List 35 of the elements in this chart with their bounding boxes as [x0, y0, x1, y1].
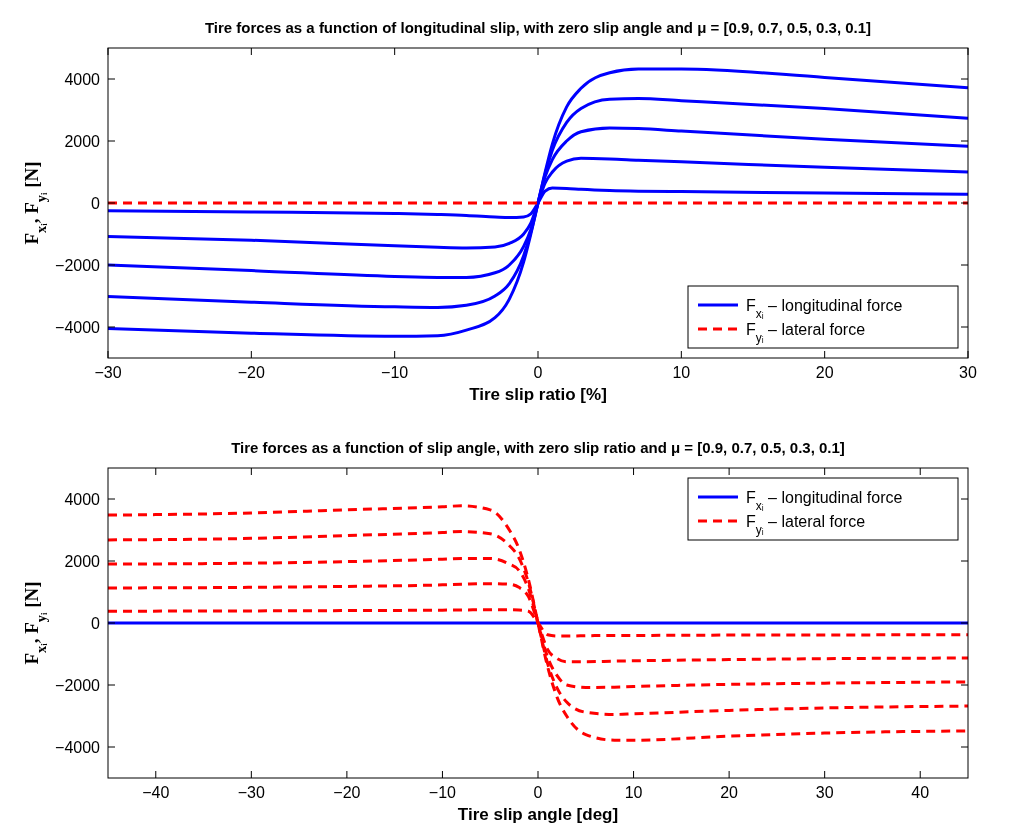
line-series: [108, 504, 968, 742]
y-tick-label: 0: [91, 195, 101, 212]
legend-label: F$_{yᵢ}$ – lateral force: [746, 513, 866, 537]
x-tick-label: 10: [624, 784, 643, 801]
y-tick-label: −4000: [55, 739, 101, 756]
y-tick-label: −2000: [55, 677, 101, 694]
legend-label: F$_{xᵢ}$ – longitudinal force: [746, 489, 903, 513]
y-tick-label: −2000: [55, 257, 101, 274]
x-tick-label: 20: [720, 784, 739, 801]
y-tick-label: −4000: [55, 319, 101, 336]
x-tick-label: 0: [533, 784, 543, 801]
y-tick-label: 2000: [64, 133, 101, 150]
x-tick-label: −40: [142, 784, 170, 801]
x-tick-label: 40: [911, 784, 930, 801]
x-axis-title: Tire slip angle [deg]: [457, 805, 619, 824]
chart-title: Tire forces as a function of longitudinal slip, with zero slip angle and μ = [0.9, 0.7, 0.5, 0.3, 0.1]: [204, 19, 872, 36]
x-tick-label: −10: [428, 784, 457, 801]
x-tick-label: −10: [381, 364, 409, 381]
x-tick-label: 10: [672, 364, 691, 381]
x-tick-label: 20: [815, 364, 834, 381]
x-tick-label: 30: [815, 784, 834, 801]
x-tick-label: −30: [94, 364, 122, 381]
x-tick-label: 30: [959, 364, 977, 381]
legend-label: F$_{yᵢ}$ – lateral force: [746, 321, 866, 345]
chart-title: Tire forces as a function of slip angle, with zero slip ratio and μ = [0.9, 0.7, 0.5, 0.3, 0.1]: [231, 439, 845, 456]
x-tick-label: 0: [533, 364, 543, 381]
y-tick-label: 2000: [64, 553, 101, 570]
y-tick-label: 4000: [64, 71, 101, 88]
y-tick-label: 0: [91, 615, 101, 632]
x-tick-label: −20: [333, 784, 361, 801]
y-tick-label: 4000: [64, 491, 101, 508]
x-axis-title: Tire slip ratio [%]: [469, 385, 607, 404]
x-tick-label: −30: [237, 784, 266, 801]
x-tick-label: −20: [237, 364, 266, 381]
legend-label: F$_{xᵢ}$ – longitudinal force: [746, 297, 903, 321]
